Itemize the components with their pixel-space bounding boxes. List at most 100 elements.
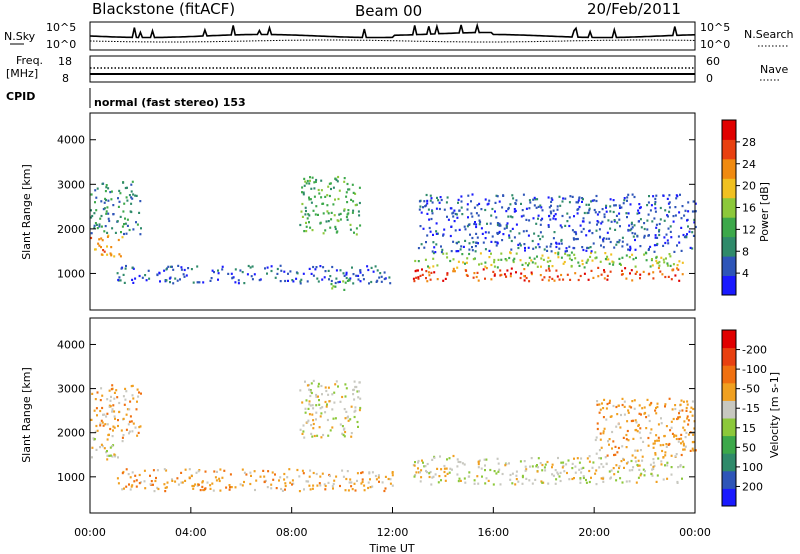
velocity-cell — [284, 482, 287, 485]
power-cell — [131, 266, 134, 269]
velocity-cell — [659, 444, 662, 447]
velocity-cell — [646, 398, 649, 401]
velocity-cell — [653, 442, 656, 445]
power-cell — [299, 280, 302, 283]
velocity-cell — [354, 489, 357, 492]
power-cell — [358, 214, 361, 217]
velocity-cell — [122, 434, 125, 437]
velocity-cell — [687, 433, 690, 436]
velocity-cell — [129, 476, 132, 479]
velocity-cell — [612, 467, 615, 470]
power-cell — [568, 257, 571, 260]
power-cell — [344, 281, 347, 284]
power-cell — [138, 211, 141, 214]
velocity-cell — [377, 476, 380, 479]
power-cell — [93, 212, 96, 215]
power-cell — [305, 225, 308, 228]
power-cell — [576, 212, 579, 215]
velocity-cell — [96, 391, 99, 394]
velocity-cell — [104, 423, 107, 426]
power-cell — [351, 266, 353, 269]
power-cell — [466, 203, 469, 206]
power-cell — [585, 249, 588, 252]
velocity-cell — [626, 429, 629, 433]
velocity-cell — [381, 481, 384, 484]
power-cell — [488, 249, 491, 252]
time-xtick-label: 04:00 — [175, 526, 207, 539]
power-cell — [609, 270, 612, 273]
power-cell — [528, 262, 531, 265]
velocity-cell — [641, 407, 644, 410]
velocity-cell — [675, 437, 678, 441]
power-cell — [321, 278, 324, 281]
power-cell — [530, 273, 533, 276]
power-colorbar-label: Power [dB] — [758, 182, 771, 242]
power-cell — [504, 258, 507, 261]
power-cell — [346, 279, 349, 282]
power-cell — [105, 212, 108, 215]
velocity-cell — [131, 384, 134, 387]
power-cell — [473, 206, 476, 209]
power-cell — [446, 215, 448, 218]
velocity-cell — [319, 415, 322, 418]
power-cell — [247, 264, 250, 268]
power-cell — [106, 245, 108, 248]
power-cell — [521, 209, 524, 212]
velocity-cell — [521, 474, 524, 477]
velocity-cell — [223, 469, 226, 472]
power-cell — [603, 215, 606, 219]
power-cell — [351, 183, 354, 186]
velocity-cell — [308, 383, 311, 387]
velocity-cell — [165, 486, 168, 489]
velocity-cell — [298, 490, 301, 493]
power-cell — [566, 254, 569, 257]
velocity-cell — [657, 436, 660, 439]
power-cell — [443, 228, 446, 231]
power-cell — [602, 237, 605, 240]
power-cell — [304, 213, 307, 216]
power-cell — [533, 257, 536, 260]
velocity-cell — [561, 466, 564, 469]
power-cell — [95, 223, 98, 226]
power-cell — [527, 264, 529, 267]
power-cell — [680, 217, 683, 220]
velocity-cell — [653, 464, 656, 467]
power-cell — [312, 209, 315, 212]
velocity-cell — [280, 487, 283, 491]
power-cell — [435, 232, 438, 235]
power-cell — [605, 206, 607, 209]
power-cell — [484, 248, 487, 251]
velocity-cell — [241, 484, 244, 487]
power-cell — [566, 212, 569, 215]
velocity-cell — [117, 424, 119, 428]
velocity-cell — [615, 464, 618, 467]
power-cell — [609, 210, 612, 213]
velocity-cell — [694, 449, 697, 452]
velocity-cell — [641, 455, 644, 458]
power-cell — [428, 266, 431, 269]
power-cell — [441, 248, 444, 251]
velocity-cell — [541, 463, 544, 467]
power-cell — [355, 227, 358, 230]
velocity-cell — [315, 418, 317, 421]
velocity-cell — [212, 489, 215, 492]
power-cell — [494, 201, 497, 204]
velocity-cell — [153, 490, 156, 493]
power-cell — [580, 230, 583, 233]
power-cell — [589, 246, 592, 249]
power-cell — [307, 213, 310, 216]
velocity-cell — [613, 453, 615, 457]
power-cell — [109, 191, 112, 194]
velocity-cell — [271, 471, 274, 474]
power-cell — [573, 215, 575, 218]
velocity-cell — [508, 462, 510, 465]
power-cell — [668, 194, 671, 197]
power-cell — [484, 198, 487, 201]
velocity-cell — [524, 469, 527, 472]
nave-tick-bottom: 0 — [706, 72, 713, 85]
power-cell — [478, 223, 481, 226]
power-cell — [436, 232, 439, 235]
power-cell — [169, 281, 171, 284]
power-cell — [666, 214, 669, 217]
power-cell — [352, 200, 355, 203]
